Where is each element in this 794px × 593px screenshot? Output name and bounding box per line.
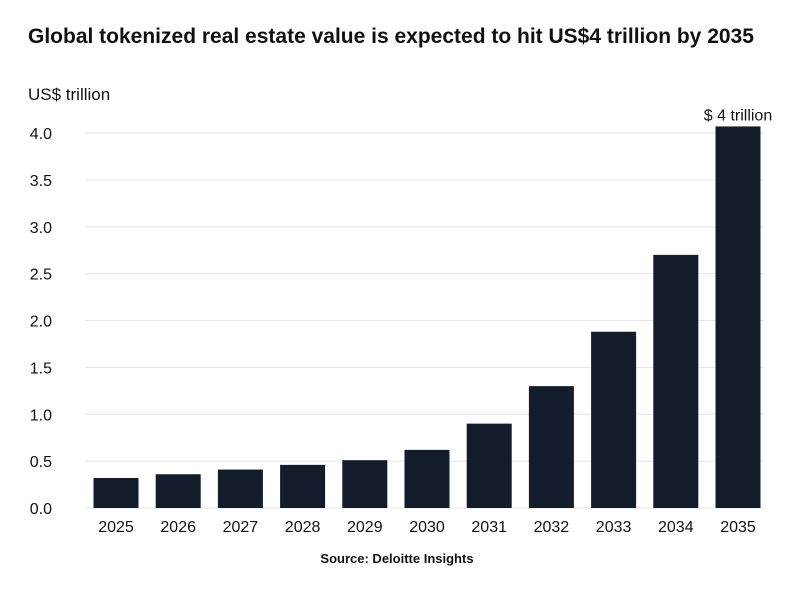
- bar: [404, 449, 450, 508]
- y-tick-label: 0.0: [30, 501, 52, 518]
- x-tick-label: 2026: [160, 519, 196, 536]
- y-tick-label: 2.5: [30, 267, 52, 284]
- x-tick-label: 2028: [285, 519, 321, 536]
- bar: [280, 464, 326, 508]
- y-axis-ticks: 0.0 0.5 1.0 1.5 2.0 2.5 3.0 3.5 4.0: [30, 126, 52, 518]
- bar: [155, 474, 201, 508]
- x-tick-label: 2033: [596, 519, 632, 536]
- chart-title: Global tokenized real estate value is ex…: [28, 25, 754, 48]
- x-tick-label: 2035: [720, 519, 756, 536]
- bar: [466, 423, 512, 508]
- bar: [591, 331, 637, 508]
- bar: [653, 254, 699, 508]
- bars: [93, 126, 761, 508]
- bar: [342, 460, 388, 508]
- y-tick-label: 2.0: [30, 314, 52, 331]
- bar: [93, 478, 139, 508]
- y-tick-label: 4.0: [30, 126, 52, 143]
- x-tick-label: 2034: [658, 519, 694, 536]
- x-tick-label: 2025: [98, 519, 134, 536]
- y-tick-label: 1.0: [30, 407, 52, 424]
- y-tick-label: 0.5: [30, 454, 52, 471]
- y-tick-label: 1.5: [30, 360, 52, 377]
- annotations: $ 4 trillion: [704, 107, 772, 124]
- bar: [528, 386, 574, 508]
- x-tick-label: 2031: [471, 519, 507, 536]
- bar: [217, 469, 263, 508]
- x-tick-label: 2029: [347, 519, 383, 536]
- x-tick-label: 2027: [223, 519, 259, 536]
- bar-annotation: $ 4 trillion: [704, 107, 772, 124]
- x-axis-ticks: 2025 2026 2027 2028 2029 2030 2031 2032 2033 2034…: [98, 519, 756, 536]
- x-tick-label: 2030: [409, 519, 445, 536]
- bar: [715, 126, 761, 508]
- source-note: Source: Deloitte Insights: [320, 551, 474, 566]
- y-tick-label: 3.5: [30, 173, 52, 190]
- gridlines: [85, 132, 764, 509]
- y-axis-unit-label: US$ trillion: [28, 85, 111, 104]
- y-tick-label: 3.0: [30, 220, 52, 237]
- x-tick-label: 2032: [534, 519, 570, 536]
